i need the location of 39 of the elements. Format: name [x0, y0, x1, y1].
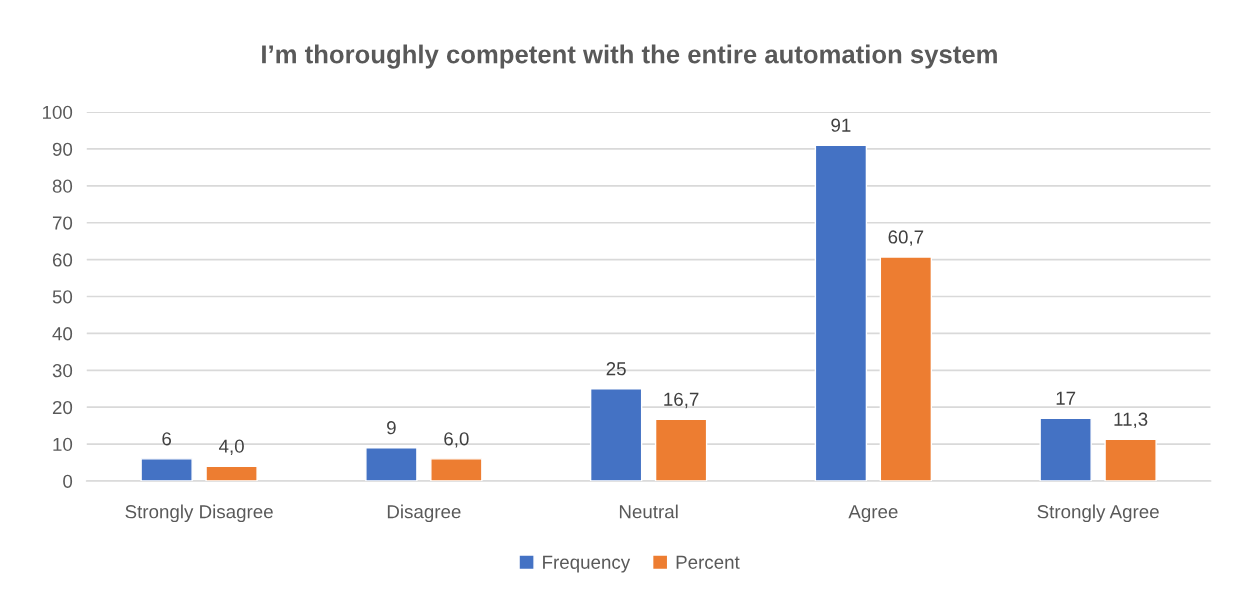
data-label: 60,7 [888, 230, 924, 246]
data-label: 9 [387, 421, 396, 435]
data-label: 25 [606, 362, 626, 376]
data-label: 11,3 [1114, 412, 1148, 429]
data-label: 6,0 [444, 432, 469, 448]
x-tick-label: Strongly Agree [1037, 504, 1159, 523]
chart-title: I’m thoroughly competent with the entire automation system [262, 44, 997, 69]
data-label: 91 [831, 118, 851, 132]
bar [430, 458, 483, 481]
data-label: 6 [162, 432, 172, 446]
bar [1039, 417, 1092, 481]
y-tick-label: 40 [52, 327, 73, 341]
y-tick-label: 70 [52, 216, 73, 230]
bar [879, 256, 933, 481]
bar [814, 144, 868, 481]
legend-label: Frequency [543, 555, 631, 573]
x-tick-label: Disagree [387, 504, 461, 523]
bar [205, 465, 258, 481]
data-label: 4,0 [218, 439, 244, 455]
data-label: 17 [1056, 391, 1076, 405]
bar [654, 418, 708, 481]
y-tick-label: 20 [52, 400, 73, 415]
bar [140, 458, 193, 481]
legend-label: Percent [676, 555, 740, 569]
bar [1104, 438, 1157, 481]
y-tick-label: 30 [52, 364, 73, 378]
x-tick-label: Strongly Disagree [125, 504, 273, 523]
y-tick-label: 80 [52, 179, 73, 193]
data-label: 16,7 [664, 392, 699, 409]
x-tick-label: Agree [848, 505, 898, 523]
y-tick-label: 0 [63, 474, 73, 488]
bar [589, 388, 643, 481]
y-tick-label: 60 [52, 253, 73, 267]
y-tick-label: 90 [52, 142, 73, 156]
y-tick-label: 50 [52, 290, 73, 304]
x-tick-label: Neutral [619, 504, 678, 519]
y-tick-label: 10 [53, 437, 73, 452]
y-tick-label: 100 [42, 105, 73, 120]
bar [365, 447, 418, 481]
